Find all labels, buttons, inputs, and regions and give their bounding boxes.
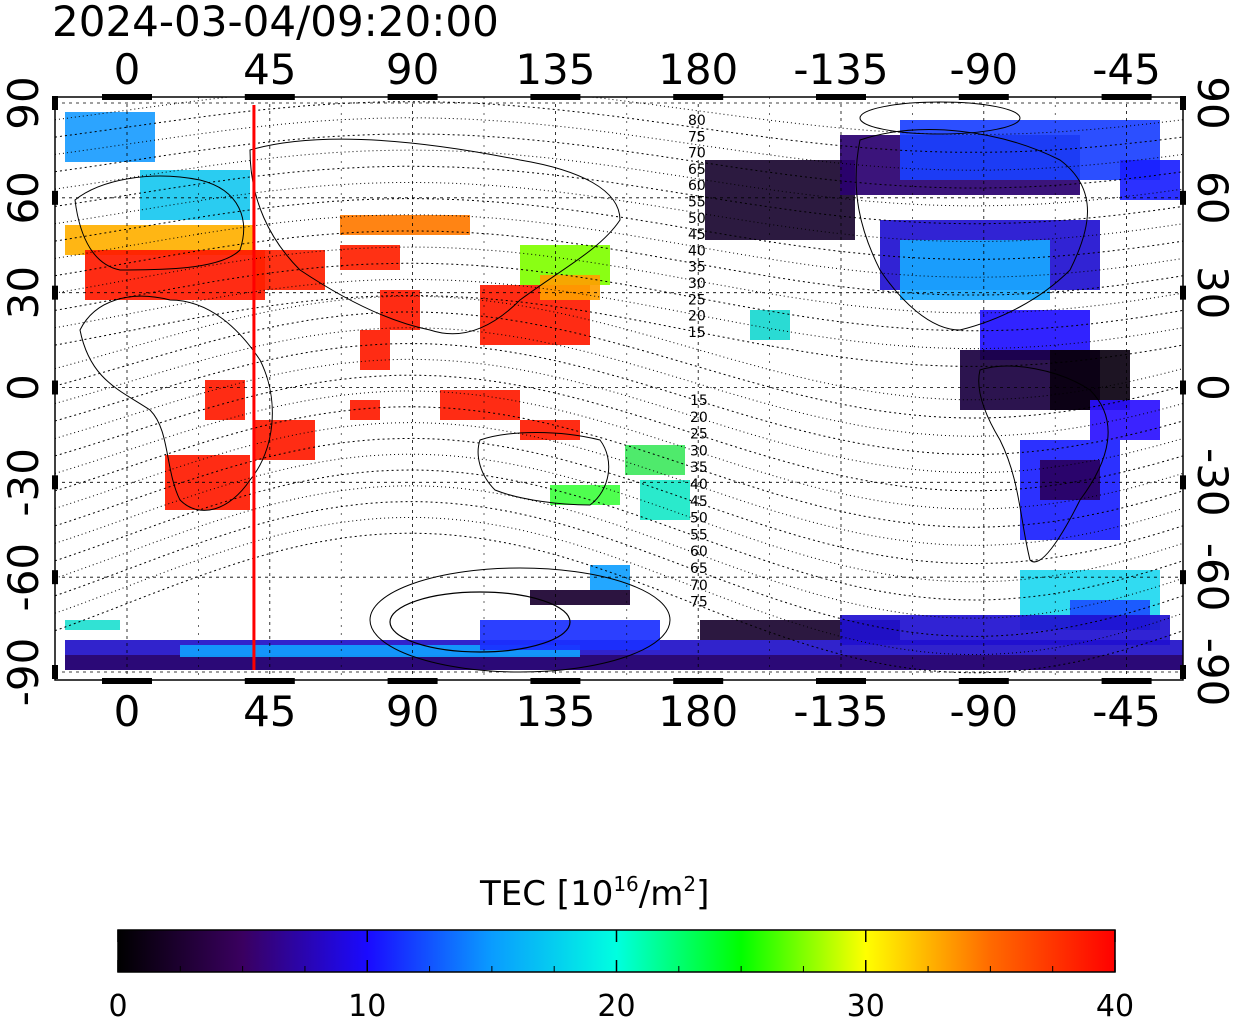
contour-label-n-70: 70 [688,146,706,162]
contour-label-s-60: 60 [690,544,708,560]
contour-label-n-45: 45 [688,227,706,243]
contour-label-s-40: 40 [690,477,708,493]
colorbar-tick-20: 20 [597,989,635,1021]
latitude-ticks-right: 90 60 30 0 -30 -60 -90 [1188,76,1235,706]
contour-label-s-75: 75 [690,595,708,611]
contour-label-n-80: 80 [688,113,706,129]
lat-tick-left-30: 30 [0,266,48,319]
contour-label-n-25: 25 [688,292,706,308]
contour-label-n-35: 35 [688,260,706,276]
contour-label-n-30: 30 [688,276,706,292]
contour-label-n-15: 15 [688,325,706,341]
contour-label-n-40: 40 [688,243,706,259]
colorbar-tick-0: 0 [108,989,127,1021]
tec-color-patches [65,112,1183,670]
colorbar-ticks: 0 10 20 30 40 [108,930,1134,1021]
coastlines [74,129,1109,563]
lon-tick-top-45: 45 [243,45,296,94]
magnetic-latitude-contours [55,97,1183,674]
lat-tick-right--60: -60 [1188,543,1235,612]
contour-label-n-75: 75 [688,129,706,145]
latitude-ticks-left: 90 60 30 0 -30 -60 -90 [0,76,48,706]
lon-tick-bottom--135: -135 [793,687,888,736]
lon-tick-bottom-180: 180 [658,687,738,736]
contour-label-n-60: 60 [688,178,706,194]
lat-tick-right--30: -30 [1188,448,1235,517]
contour-label-s-20: 20 [690,410,708,426]
contour-label-s-30: 30 [690,443,708,459]
lon-tick-top-0: 0 [114,45,141,94]
lat-tick-right-30: 30 [1188,266,1235,319]
lon-tick-top--45: -45 [1092,45,1161,94]
lon-tick-top--90: -90 [949,45,1018,94]
lat-tick-right-60: 60 [1188,171,1235,224]
contour-label-s-55: 55 [690,527,708,543]
lon-tick-bottom--45: -45 [1092,687,1161,736]
contour-labels: 8075706560555045403530252015152025303540… [688,113,708,611]
colorbar-label: TEC [1016/m2] [479,872,709,914]
lat-tick-right--90: -90 [1188,638,1235,707]
lon-tick-top-180: 180 [658,45,738,94]
contour-label-s-45: 45 [690,494,708,510]
contour-label-n-20: 20 [688,309,706,325]
frame-tick-bars [52,94,1186,684]
contour-label-s-70: 70 [690,578,708,594]
contour-label-n-55: 55 [688,195,706,211]
timestamp-title: 2024-03-04/09:20:00 [52,0,499,46]
lat-tick-left-90: 90 [0,76,48,129]
lon-tick-top--135: -135 [793,45,888,94]
contour-label-n-65: 65 [688,162,706,178]
lon-tick-bottom-0: 0 [114,687,141,736]
longitude-ticks-bottom: 0 45 90 135 180 -135 -90 -45 [114,687,1161,736]
lon-tick-bottom--90: -90 [949,687,1018,736]
lon-tick-bottom-90: 90 [386,687,439,736]
lon-tick-top-135: 135 [515,45,595,94]
contour-label-s-35: 35 [690,460,708,476]
longitude-ticks-top: 0 45 90 135 180 -135 -90 -45 [114,45,1161,94]
lat-tick-right-90: 90 [1188,76,1235,129]
contour-label-s-50: 50 [690,511,708,527]
lon-tick-bottom-135: 135 [515,687,595,736]
lat-tick-left--60: -60 [0,543,48,612]
lat-tick-left--90: -90 [0,638,48,707]
lat-tick-right-0: 0 [1188,374,1235,401]
lat-tick-left-60: 60 [0,171,48,224]
lon-tick-top-90: 90 [386,45,439,94]
lat-tick-left-0: 0 [0,374,48,401]
colorbar-tick-30: 30 [847,989,885,1021]
colorbar-tick-10: 10 [348,989,386,1021]
contour-label-s-25: 25 [690,427,708,443]
lat-tick-left--30: -30 [0,448,48,517]
colorbar-tick-40: 40 [1096,989,1134,1021]
contour-label-s-15: 15 [690,393,708,409]
contour-label-n-50: 50 [688,211,706,227]
lon-tick-bottom-45: 45 [243,687,296,736]
contour-label-s-65: 65 [690,561,708,577]
